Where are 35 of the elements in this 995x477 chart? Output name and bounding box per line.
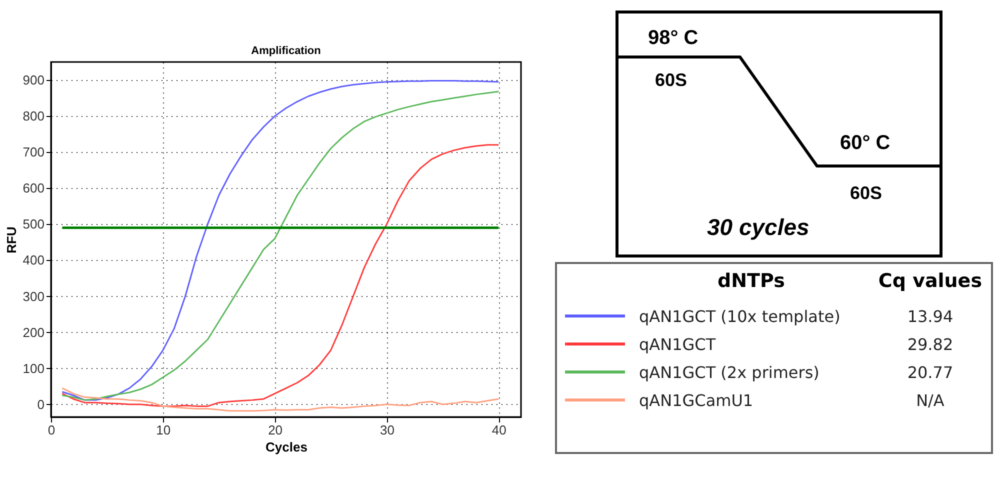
text: 30 cycles	[707, 214, 810, 241]
text: 13.94	[906, 306, 954, 328]
text: 60S	[850, 183, 882, 204]
legend-title: dNTPs	[716, 269, 786, 294]
line-series	[61, 144, 500, 407]
line-series	[61, 387, 500, 412]
x-tick-label: 10	[156, 422, 171, 438]
text: N/A	[915, 390, 946, 412]
y-tick-label: 600	[22, 180, 44, 196]
y-tick-label: 300	[22, 288, 44, 304]
y-tick-label: 500	[22, 216, 44, 232]
y-tick-label: 900	[22, 72, 44, 88]
y-tick-label: 0	[37, 396, 44, 412]
text: Cq values	[877, 269, 984, 294]
legend-label: qAN1GCamU1	[638, 390, 754, 412]
chart-title: Amplification	[251, 45, 322, 57]
x-tick-label: 40	[492, 422, 506, 438]
text: 60S	[655, 70, 688, 91]
y-tick-label: 100	[22, 360, 44, 376]
x-tick-label: 30	[380, 422, 394, 438]
x-tick-label: 0	[48, 422, 56, 438]
text: 98° C	[648, 27, 698, 50]
legend-label: qAN1GCT	[638, 334, 717, 356]
y-axis-title: RFU	[4, 226, 19, 254]
x-axis-title: Cycles	[266, 440, 308, 454]
legend-label: qAN1GCT (2x primers)	[638, 362, 820, 384]
y-tick-label: 400	[22, 252, 44, 268]
legend-label: qAN1GCT (10x template)	[638, 306, 842, 328]
x-tick-label: 20	[268, 422, 283, 438]
text: 29.82	[906, 334, 954, 356]
y-tick-label: 800	[22, 108, 44, 124]
y-tick-label: 200	[22, 324, 44, 340]
y-tick-label: 700	[22, 144, 44, 160]
text: 20.77	[906, 362, 954, 384]
text: 60° C	[840, 132, 890, 155]
